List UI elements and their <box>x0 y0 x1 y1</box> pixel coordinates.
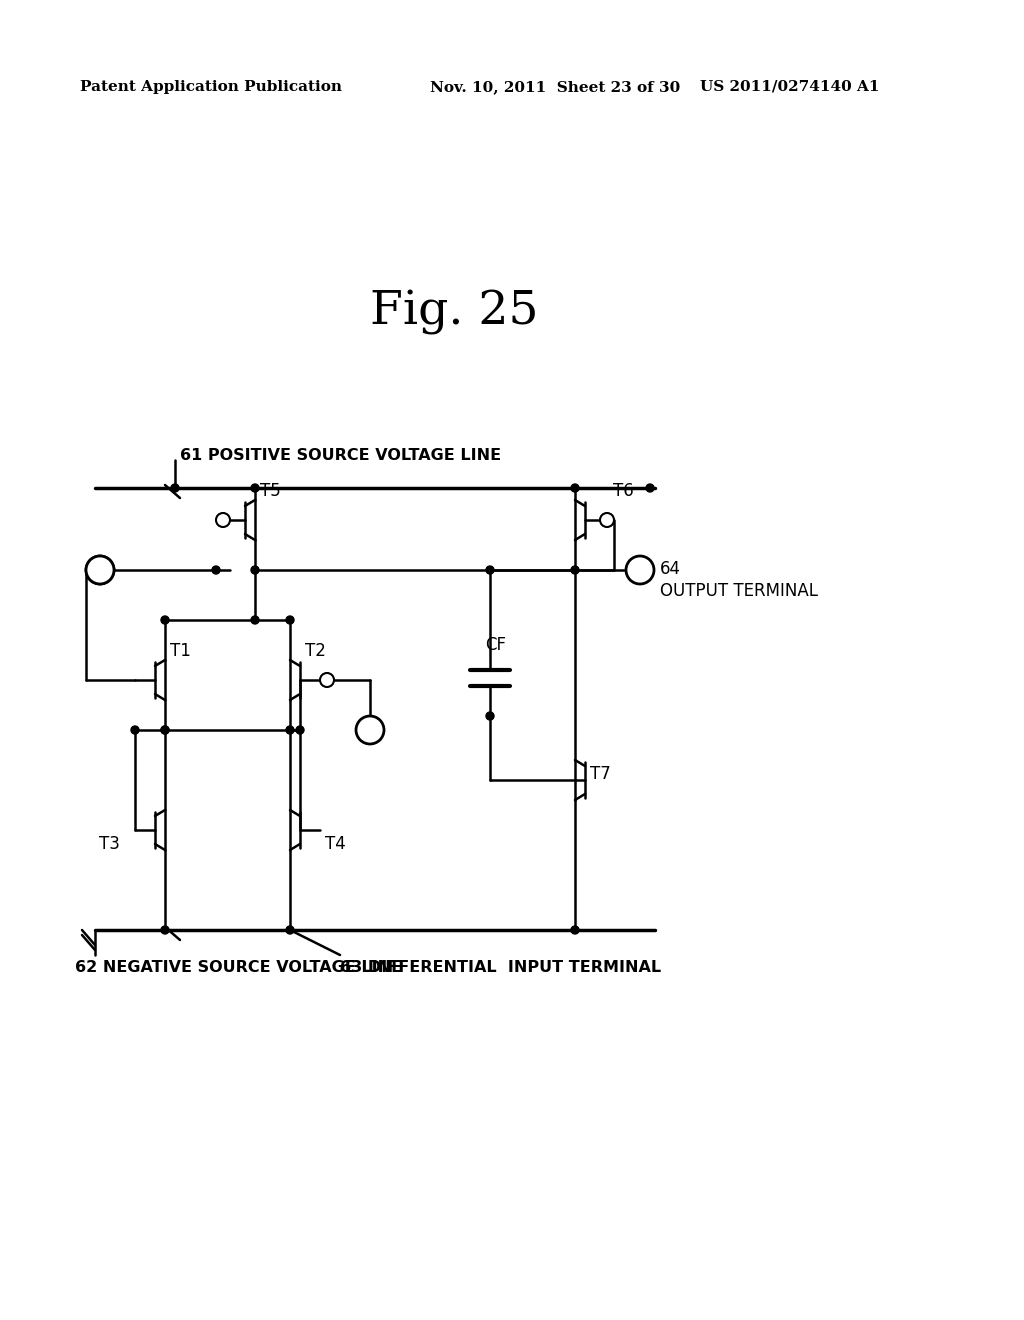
Text: T7: T7 <box>590 766 610 783</box>
Text: T2: T2 <box>305 642 326 660</box>
Text: T5: T5 <box>260 482 281 500</box>
Circle shape <box>286 616 294 624</box>
Circle shape <box>571 927 579 935</box>
Circle shape <box>86 556 114 583</box>
Circle shape <box>161 927 169 935</box>
Circle shape <box>646 484 654 492</box>
Text: 63 DIFFERENTIAL  INPUT TERMINAL: 63 DIFFERENTIAL INPUT TERMINAL <box>340 960 662 975</box>
Circle shape <box>161 726 169 734</box>
Circle shape <box>600 513 614 527</box>
Circle shape <box>486 711 494 719</box>
Text: CF: CF <box>485 636 506 653</box>
Text: Fig. 25: Fig. 25 <box>370 290 539 335</box>
Text: Patent Application Publication: Patent Application Publication <box>80 81 342 94</box>
Circle shape <box>286 927 294 935</box>
Circle shape <box>319 673 334 686</box>
Text: 62 NEGATIVE SOURCE VOLTAGE LINE: 62 NEGATIVE SOURCE VOLTAGE LINE <box>75 960 402 975</box>
Circle shape <box>571 484 579 492</box>
Circle shape <box>251 484 259 492</box>
Text: Nov. 10, 2011  Sheet 23 of 30: Nov. 10, 2011 Sheet 23 of 30 <box>430 81 680 94</box>
Circle shape <box>286 726 294 734</box>
Circle shape <box>251 566 259 574</box>
Text: T4: T4 <box>325 836 346 853</box>
Text: T6: T6 <box>613 482 634 500</box>
Circle shape <box>356 715 384 744</box>
Circle shape <box>86 556 114 583</box>
Circle shape <box>486 566 494 574</box>
Circle shape <box>216 513 230 527</box>
Circle shape <box>131 726 139 734</box>
Circle shape <box>251 616 259 624</box>
Text: T1: T1 <box>170 642 190 660</box>
Circle shape <box>626 556 654 583</box>
Text: T3: T3 <box>99 836 120 853</box>
Text: 61 POSITIVE SOURCE VOLTAGE LINE: 61 POSITIVE SOURCE VOLTAGE LINE <box>180 447 501 463</box>
Circle shape <box>212 566 220 574</box>
Circle shape <box>161 616 169 624</box>
Circle shape <box>571 566 579 574</box>
Circle shape <box>171 484 179 492</box>
Text: OUTPUT TERMINAL: OUTPUT TERMINAL <box>660 582 818 601</box>
Text: 64: 64 <box>660 560 681 578</box>
Circle shape <box>296 726 304 734</box>
Circle shape <box>161 726 169 734</box>
Text: US 2011/0274140 A1: US 2011/0274140 A1 <box>700 81 880 94</box>
